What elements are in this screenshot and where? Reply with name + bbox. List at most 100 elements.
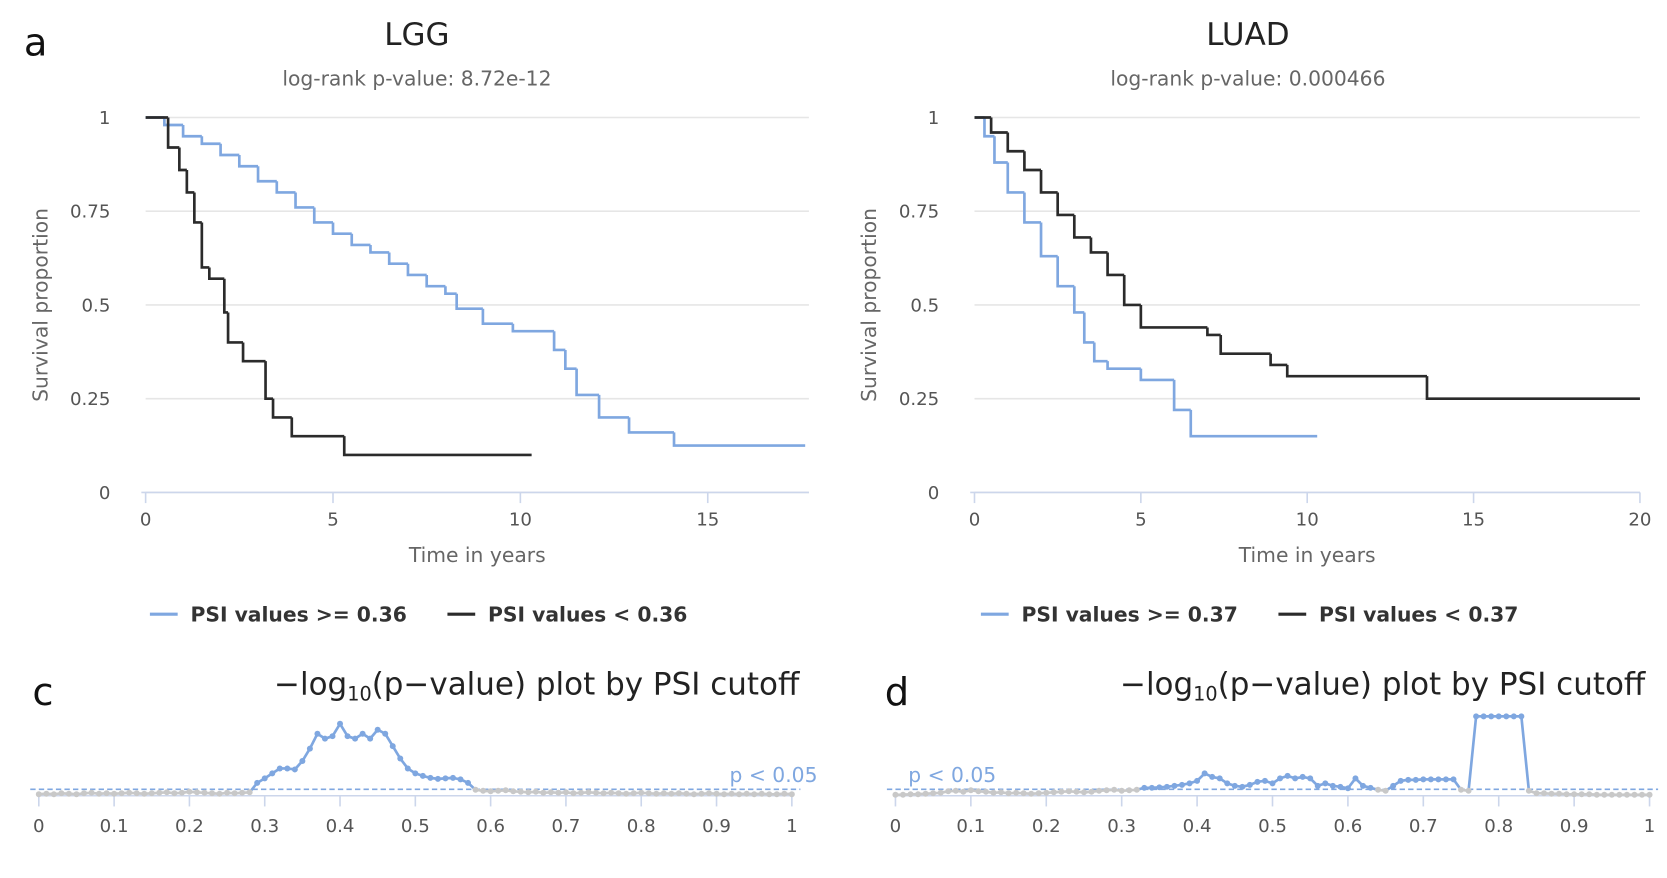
y-axis-label: Survival proportion <box>28 208 52 402</box>
point <box>1563 791 1570 798</box>
survival-step <box>444 286 457 296</box>
y-tick-label: 0.5 <box>82 295 111 316</box>
point <box>975 788 982 795</box>
legend-label: PSI values < 0.37 <box>1319 603 1518 627</box>
y-tick-label: 0.75 <box>899 202 939 223</box>
chart-title: −log10(p−value) plot by PSI cutoff <box>274 666 800 705</box>
point <box>1058 788 1065 795</box>
survival-step <box>1139 304 1208 329</box>
x-tick-label: 15 <box>696 510 719 531</box>
point <box>1156 784 1163 791</box>
point <box>555 789 562 796</box>
point <box>1571 791 1578 798</box>
survival-step <box>1006 132 1025 153</box>
x-tick-label: 0 <box>890 816 902 837</box>
survival-step <box>237 154 259 168</box>
point <box>1118 787 1125 794</box>
point <box>1397 777 1404 784</box>
point <box>1518 713 1525 720</box>
survival-step <box>1285 364 1427 378</box>
survival-step <box>200 222 210 269</box>
point <box>442 775 449 782</box>
y-tick-label: 0.25 <box>899 389 939 410</box>
survival-step <box>1122 274 1141 307</box>
point <box>1073 788 1080 795</box>
x-tick-label: 0 <box>969 510 981 531</box>
point <box>1375 786 1382 793</box>
point <box>1465 787 1472 794</box>
point <box>540 789 547 796</box>
title-part: 10 <box>1193 683 1217 706</box>
point <box>1367 784 1374 791</box>
x-tick-label: 10 <box>509 510 532 531</box>
point <box>1261 777 1268 784</box>
point <box>299 758 306 764</box>
point <box>1337 783 1344 790</box>
point <box>751 791 758 798</box>
survival-step <box>1039 222 1058 258</box>
survival-step <box>350 233 371 247</box>
point <box>945 788 952 795</box>
y-tick-label: 0.5 <box>910 295 939 316</box>
point <box>900 791 906 798</box>
point <box>321 735 328 742</box>
point <box>743 790 750 797</box>
point <box>660 790 667 797</box>
point <box>141 790 148 797</box>
point <box>201 789 208 796</box>
point <box>254 779 261 786</box>
point <box>623 790 630 797</box>
survival-step <box>193 192 202 224</box>
point <box>937 789 944 796</box>
point <box>1578 791 1585 798</box>
y-tick-label: 0 <box>99 483 111 504</box>
point <box>352 735 359 742</box>
point <box>608 789 615 796</box>
panel-label: c <box>32 670 53 715</box>
point <box>216 790 223 797</box>
point <box>1292 775 1299 782</box>
point <box>593 789 600 796</box>
point <box>58 790 65 797</box>
point <box>1201 770 1208 777</box>
point <box>952 787 959 794</box>
survival-step <box>185 169 195 194</box>
survival-step <box>1072 286 1085 314</box>
x-tick-label: 10 <box>1296 510 1319 531</box>
survival-step <box>1023 151 1042 172</box>
curve-segment <box>1520 716 1531 791</box>
point <box>389 743 396 750</box>
x-tick-label: 0.9 <box>1560 816 1589 837</box>
point <box>291 766 298 773</box>
point <box>1540 790 1547 797</box>
x-tick-label: 5 <box>327 510 339 531</box>
point <box>1442 776 1449 783</box>
point <box>922 790 929 797</box>
point <box>1209 773 1216 780</box>
point <box>43 790 50 797</box>
point <box>374 726 381 733</box>
point <box>967 787 974 794</box>
point <box>1473 713 1480 720</box>
point <box>1065 788 1072 795</box>
point <box>1360 782 1366 789</box>
point <box>1623 791 1630 798</box>
point <box>1005 790 1012 797</box>
point <box>412 770 419 777</box>
panel-label: d <box>885 670 909 715</box>
point <box>209 790 216 797</box>
point <box>472 786 479 793</box>
point <box>88 789 95 796</box>
point <box>133 790 140 797</box>
point <box>427 774 434 781</box>
point <box>193 789 200 796</box>
point <box>1631 791 1638 798</box>
point <box>269 770 276 777</box>
x-tick-label: 0.1 <box>100 816 129 837</box>
point <box>1510 713 1517 720</box>
chart-title: −log10(p−value) plot by PSI cutoff <box>1120 666 1646 705</box>
survival-step <box>989 117 1008 134</box>
point <box>907 791 914 798</box>
point <box>1382 787 1389 794</box>
point <box>118 790 125 797</box>
